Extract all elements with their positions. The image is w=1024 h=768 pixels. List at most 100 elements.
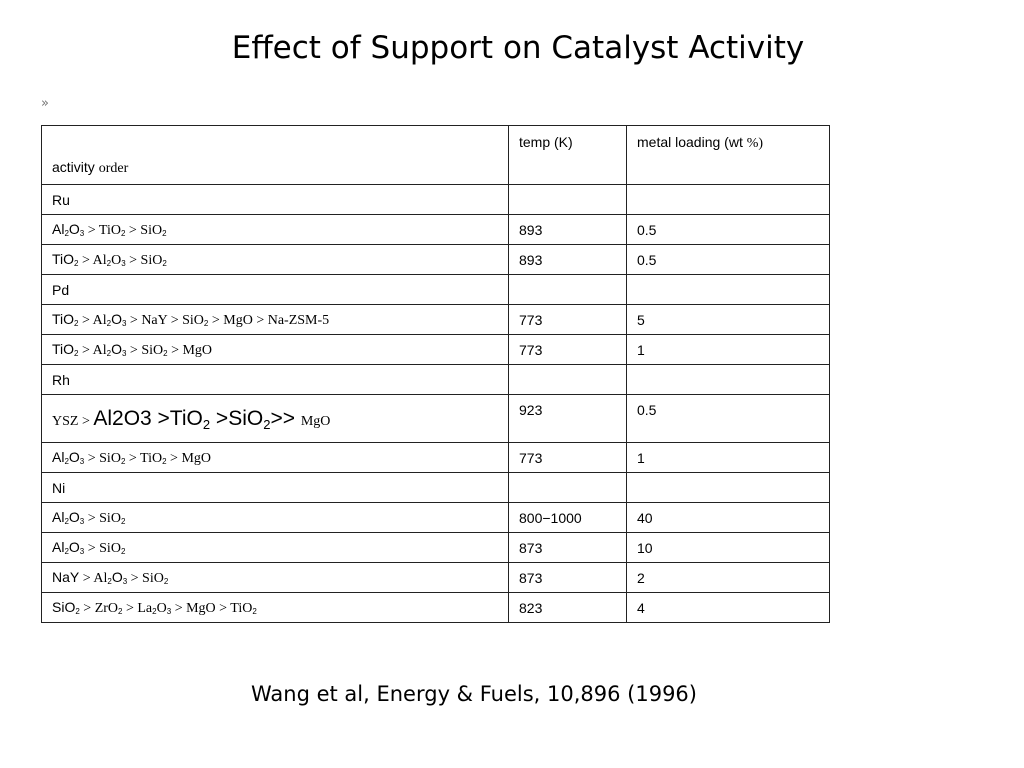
table-row: Al2O3 > TiO2 > SiO2 893 0.5 <box>41 214 830 245</box>
activity-order-fragment: > MgO <box>166 450 212 466</box>
activity-order-cell: TiO2 > Al2O3 > NaY > SiO2 > MgO > Na-ZSM… <box>41 304 509 335</box>
activity-order-fragment: > MgO > TiO <box>171 600 253 616</box>
table-row: Al2O3 > SiO2 873 10 <box>41 532 830 563</box>
activity-order-fragment: O <box>111 310 122 327</box>
table-row: NaY > Al2O3 > SiO2 873 2 <box>41 562 830 593</box>
citation: Wang et al, Energy & Fuels, 10,896 (1996… <box>250 682 697 706</box>
activity-order-fragment: 2 <box>106 348 112 358</box>
temp-cell: 773 <box>508 334 627 365</box>
loading-cell: 0.5 <box>626 394 830 443</box>
activity-order-fragment: 2 <box>162 456 167 466</box>
activity-order-fragment: TiO <box>52 340 75 357</box>
activity-order-fragment: > MgO > Na-ZSM-5 <box>208 312 330 328</box>
activity-order-fragment: 3 <box>79 516 85 526</box>
loading-cell: 40 <box>626 502 830 533</box>
activity-order-cell: YSZ > Al2O3 >TiO2 >SiO2>> MgO <box>41 394 509 443</box>
temp-cell: 923 <box>508 394 627 443</box>
activity-order-fragment: 2 <box>120 546 126 556</box>
header-activity-order: activity order <box>41 125 509 185</box>
metal-group-row: Ru <box>41 184 830 215</box>
temp-cell: 873 <box>508 562 627 593</box>
activity-order-cell: SiO2 > ZrO2 > La2O3 > MgO > TiO2 <box>41 592 509 623</box>
activity-order-cell: NaY > Al2O3 > SiO2 <box>41 562 509 593</box>
activity-order-fragment: > Al <box>78 312 107 328</box>
activity-order-fragment: > SiO <box>84 540 121 556</box>
activity-order-fragment: 2 <box>263 416 271 432</box>
activity-order-fragment: O <box>68 508 80 525</box>
activity-order-fragment: 2 <box>163 348 168 358</box>
activity-order-fragment: > Al <box>79 570 108 586</box>
activity-order-fragment: 3 <box>122 576 128 586</box>
activity-order-fragment: 3 <box>121 318 127 328</box>
header-order-text: order <box>98 161 129 176</box>
activity-order-fragment: 3 <box>79 228 85 238</box>
activity-order-fragment: >SiO <box>210 406 264 430</box>
subscript-wrap: 2 <box>203 407 210 431</box>
metal-group-row: Ni <box>41 472 830 503</box>
temp-cell <box>508 472 627 503</box>
table-header-row: activity order temp (K) metal loading (w… <box>41 125 830 185</box>
activity-order-fragment: 2 <box>64 516 69 526</box>
metal-group-row: Pd <box>41 274 830 305</box>
temp-cell: 873 <box>508 532 627 563</box>
activity-order-fragment: O <box>111 568 123 585</box>
metal-label: Ru <box>41 184 509 215</box>
table-row: SiO2 > ZrO2 > La2O3 > MgO > TiO2 823 4 <box>41 592 830 623</box>
activity-order-fragment: > La <box>122 600 153 616</box>
activity-order-fragment: 2 <box>107 576 112 586</box>
activity-order-fragment: O <box>68 448 80 465</box>
activity-order-fragment: > TiO <box>84 222 121 238</box>
loading-cell <box>626 274 830 305</box>
table-row: TiO2 > Al2O3 > NaY > SiO2 > MgO > Na-ZSM… <box>41 304 830 335</box>
support-activity-table: activity order temp (K) metal loading (w… <box>41 125 830 623</box>
activity-order-fragment: > MgO <box>167 342 213 358</box>
header-temp: temp (K) <box>508 125 627 185</box>
activity-order-fragment: O <box>111 252 122 268</box>
activity-order-fragment: O <box>156 600 167 616</box>
activity-order-fragment: 2 <box>120 456 126 466</box>
table-row: TiO2 > Al2O3 > SiO2 > MgO 773 1 <box>41 334 830 365</box>
activity-order-fragment: 3 <box>121 258 126 268</box>
activity-order-fragment: 2 <box>64 228 69 238</box>
activity-order-fragment: O <box>111 340 122 357</box>
activity-order-fragment: > SiO <box>126 342 164 358</box>
loading-cell: 0.5 <box>626 244 830 275</box>
activity-order-fragment: 3 <box>79 456 85 466</box>
table-row: Al2O3 > SiO2 800−1000 40 <box>41 502 830 533</box>
temp-cell <box>508 274 627 305</box>
loading-cell: 2 <box>626 562 830 593</box>
temp-cell: 773 <box>508 442 627 473</box>
activity-order-fragment: 2 <box>74 348 79 358</box>
header-metal-loading: metal loading (wt %) <box>626 125 830 185</box>
activity-order-fragment: > ZrO <box>79 600 119 616</box>
metal-label: Ni <box>41 472 509 503</box>
table-row: TiO2 > Al2O3 > SiO2 893 0.5 <box>41 244 830 275</box>
subscript-wrap: 2 <box>263 407 271 432</box>
activity-order-fragment: 2 <box>75 606 80 616</box>
activity-order-fragment: >> <box>270 406 301 430</box>
table-row: YSZ > Al2O3 >TiO2 >SiO2>> MgO 923 0.5 <box>41 394 830 443</box>
activity-order-fragment: Al <box>52 220 65 237</box>
loading-cell: 1 <box>626 442 830 473</box>
loading-cell: 4 <box>626 592 830 623</box>
activity-order-fragment: 2 <box>162 258 167 268</box>
activity-order-fragment: 2 <box>203 318 209 328</box>
activity-order-fragment: 2 <box>120 228 126 238</box>
activity-order-cell: Al2O3 > TiO2 > SiO2 <box>41 214 509 245</box>
activity-order-fragment: > Al <box>78 342 107 358</box>
activity-order-fragment: > SiO <box>127 570 164 586</box>
activity-order-cell: Al2O3 > SiO2 <box>41 502 509 533</box>
loading-cell: 1 <box>626 334 830 365</box>
activity-order-fragment: O <box>68 538 80 555</box>
activity-order-fragment: 2 <box>106 258 112 268</box>
metal-group-row: Rh <box>41 364 830 395</box>
activity-order-fragment: 2 <box>74 318 79 328</box>
activity-order-fragment: O <box>68 220 80 237</box>
loading-cell <box>626 184 830 215</box>
temp-cell: 800−1000 <box>508 502 627 533</box>
activity-order-fragment: 3 <box>121 348 127 358</box>
loading-cell: 10 <box>626 532 830 563</box>
metal-label: Rh <box>41 364 509 395</box>
activity-order-fragment: TiO <box>52 310 75 327</box>
activity-order-fragment: NaY <box>52 568 80 585</box>
